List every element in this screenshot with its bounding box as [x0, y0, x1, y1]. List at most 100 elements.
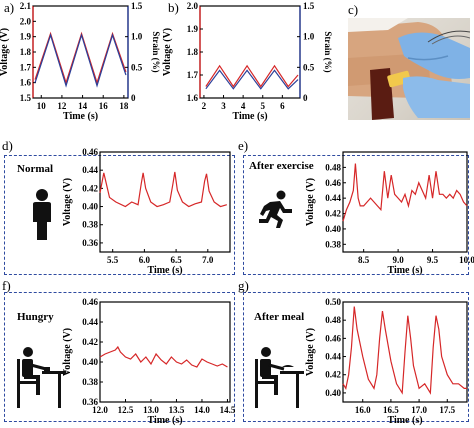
panel-f-ytick-label: 0.36 [82, 397, 98, 407]
panel-a-xtick-label: 18 [119, 101, 129, 111]
panel-b-xlabel: Time (s) [232, 111, 267, 122]
panel-e-xtick-label: 9.5 [427, 255, 439, 265]
panel-b-y2tick-label: 1.0 [303, 32, 315, 42]
panel-a-letter: a) [4, 0, 15, 15]
panel-g-ytick-label: 0.44 [325, 352, 341, 362]
panel-a-xtick-label: 16 [99, 101, 109, 111]
panel-d-chart: 5.5 6.0 6.5 7.0 0.36 0.38 0.40 0.42 0.44 0.46 Time… [62, 147, 231, 276]
panel-e-ytick-label: 0.44 [325, 193, 341, 203]
panel-f-series-0-line [99, 345, 228, 368]
panel-b-ytick-label: 2.0 [187, 1, 199, 11]
panel-g-condition: After meal [254, 311, 305, 323]
panel-e-ylabel: Voltage (V) [305, 178, 316, 226]
panel-d-ytick-label: 0.40 [82, 202, 98, 212]
panel-a-y2tick-label: 1.5 [131, 1, 143, 11]
panel-b-y2tick-label: 0 [303, 93, 308, 103]
seated-person-eating-icon [255, 347, 304, 408]
panel-a-chart: 10 12 14 16 18 1.5 1.6 1.7 1.8 1.9 2.0 2.1 0 0.5 1.0 1.… [0, 1, 161, 122]
panel-a-ytick-label: 1.9 [20, 32, 32, 42]
panel-e-plot-frame [342, 151, 468, 253]
panel-a-y2tick-label: 1.0 [131, 32, 143, 42]
panel-b-chart: 2 3 4 5 6 1.6 1.7 1.8 1.9 2.0 0 0.5 1.0 1.5 Strain (%)… [162, 1, 333, 122]
panel-f-ytick-label: 0.42 [82, 337, 98, 347]
panel-b-ytick-label: 1.8 [187, 47, 199, 57]
panel-f-xtick-label: 13.5 [169, 405, 185, 415]
panel-g-ytick-label: 0.42 [325, 370, 341, 380]
panel-e-series-0-line [342, 163, 468, 222]
panel-b-ytick-label: 1.7 [187, 70, 199, 80]
panel-f-xtick-label: 13.0 [143, 405, 159, 415]
panel-a-y2tick-label: 0.5 [131, 62, 143, 72]
panel-g-xtick-label: 17.0 [411, 405, 427, 415]
panel-b-ytick-label: 1.6 [187, 93, 199, 103]
panel-e-xtick-label: 8.5 [358, 255, 370, 265]
panel-d-ytick-label: 0.36 [82, 238, 98, 248]
panel-b-y2label: Strain (%) [323, 31, 333, 72]
panel-d-xlabel: Time (s) [147, 265, 182, 276]
panel-g-ytick-label: 0.48 [325, 315, 341, 325]
panel-a-xtick-label: 14 [78, 101, 88, 111]
panel-f-ytick-label: 0.40 [82, 357, 98, 367]
panel-c-letter: c) [348, 2, 359, 17]
panel-b-xtick-label: 5 [260, 101, 265, 111]
panel-b-ytick-label: 1.9 [187, 24, 199, 34]
panel-f-xtick-label: 12.0 [92, 405, 108, 415]
panel-f [4, 292, 235, 422]
panel-b-series-1-line [205, 69, 299, 90]
panel-e-ytick-label: 0.40 [325, 224, 341, 234]
panel-a-y2tick-label: 0 [131, 93, 136, 103]
panel-d-ylabel: Voltage (V) [62, 178, 73, 226]
wrist-sensor-photo-illustration [348, 18, 470, 120]
panel-g-xtick-label: 16.5 [383, 405, 399, 415]
panel-g-plot-frame [342, 301, 468, 403]
panel-d-xtick-label: 5.5 [107, 255, 119, 265]
panel-e-chart: 8.5 9.0 9.5 10.0 0.38 0.40 0.42 0.44 0.46 0.48 Tim… [305, 151, 474, 276]
panel-b-letter: b) [168, 0, 179, 15]
seated-person-table-icon [17, 347, 66, 408]
panel-e-xlabel: Time (s) [387, 265, 422, 276]
panel-a-xtick-label: 12 [57, 101, 67, 111]
panel-b-y2tick-label: 1.5 [303, 1, 315, 11]
panel-a-ytick-label: 2.1 [20, 1, 32, 11]
panel-f-xlabel: Time (s) [147, 415, 182, 426]
panel-g-ylabel: Voltage (V) [305, 328, 316, 376]
panel-a-xtick-label: 10 [37, 101, 47, 111]
panel-d [4, 155, 235, 275]
panel-g [243, 292, 469, 422]
panel-g-ytick-label: 0.40 [325, 388, 341, 398]
panel-g-xtick-label: 16.0 [355, 405, 371, 415]
panel-b-xtick-label: 4 [241, 101, 246, 111]
panel-g-ytick-label: 0.46 [325, 333, 341, 343]
panel-g-xlabel: Time (s) [387, 415, 422, 426]
panel-b-series-0-line [205, 64, 299, 88]
panel-b: 2 3 4 5 6 1.6 1.7 1.8 1.9 2.0 0 0.5 1.0 1.5 Strain (%)… [160, 0, 340, 135]
panel-d-xtick-label: 6.0 [139, 255, 151, 265]
panel-a-series-1-line [34, 33, 127, 88]
panel-f-ytick-label: 0.38 [82, 377, 98, 387]
panel-e-ytick-label: 0.38 [325, 239, 341, 249]
panel-f-condition: Hungry [17, 311, 54, 323]
panel-b-y2tick-label: 0.5 [303, 62, 315, 72]
panel-a-xlabel: Time (s) [63, 111, 98, 122]
panel-g-chart: 16.0 16.5 17.0 17.5 0.40 0.42 0.44 0.46 0.48 0.50… [305, 297, 468, 426]
panel-b-ylabel: Voltage (V) [162, 28, 173, 76]
panel-d-ytick-label: 0.38 [82, 220, 98, 230]
panel-b-xtick-label: 2 [202, 101, 207, 111]
panel-d-condition: Normal [17, 163, 54, 175]
panel-d-series-0-line [99, 171, 227, 208]
panel-f-letter: f) [2, 278, 11, 293]
panel-d-plot-frame [99, 151, 231, 253]
panel-d-ytick-label: 0.46 [82, 147, 98, 157]
panel-e-ytick-label: 0.48 [325, 162, 341, 172]
panel-c: c) [340, 0, 474, 135]
panel-f-plot-frame [99, 301, 231, 403]
panel-f-ytick-label: 0.46 [82, 297, 98, 307]
panel-a-ytick-label: 1.6 [20, 78, 32, 88]
panel-f-ylabel: Voltage (V) [62, 328, 73, 376]
panel-e-letter: e) [238, 138, 249, 153]
panel-g-ytick-label: 0.50 [325, 297, 341, 307]
panel-d-letter: d) [2, 138, 13, 153]
panel-d-ytick-label: 0.42 [82, 183, 98, 193]
panel-a-ytick-label: 1.5 [20, 93, 32, 103]
panel-d-xtick-label: 6.5 [170, 255, 182, 265]
